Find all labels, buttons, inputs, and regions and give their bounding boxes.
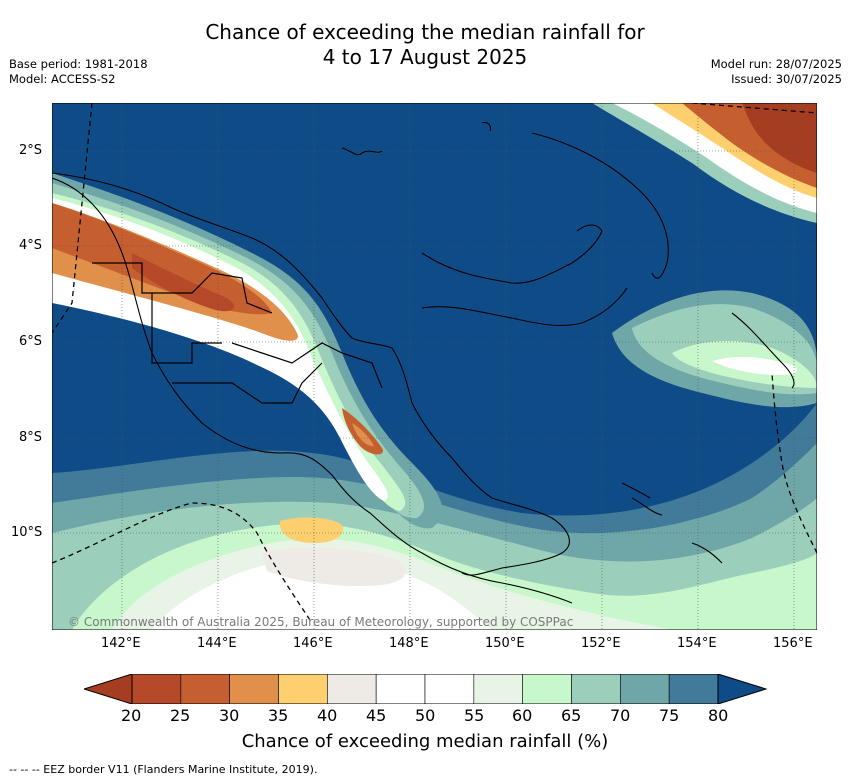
- lat-label-4s: 4°S: [19, 238, 43, 253]
- map-gridlines: [52, 103, 817, 630]
- cb-tick-30: 30: [219, 706, 240, 725]
- band-orange-inner: [352, 423, 374, 447]
- eez-legend: -- -- -- EEZ border V11 (Flanders Marine…: [9, 763, 318, 776]
- cb-tick-45: 45: [366, 706, 387, 725]
- map-title: Chance of exceeding the median rainfall …: [0, 20, 850, 70]
- province-borders: [92, 262, 383, 404]
- cb-tick-70: 70: [610, 706, 631, 725]
- colorbar-cell: [180, 674, 230, 704]
- colorbar-arrow-low: [84, 674, 133, 704]
- cb-tick-20: 20: [121, 706, 142, 725]
- lon-label-152e: 152°E: [581, 636, 621, 651]
- lat-label-6s: 6°S: [19, 334, 43, 349]
- cb-tick-80: 80: [708, 706, 729, 725]
- colorbar-cell: [278, 674, 328, 704]
- contour-45: [262, 547, 406, 587]
- colorbar-cell: [327, 674, 377, 704]
- lat-label-10s: 10°S: [11, 525, 43, 540]
- colorbar: [84, 674, 768, 704]
- colorbar-arrow-high: [717, 674, 768, 704]
- rainfall-map: © Commonwealth of Australia 2025, Bureau…: [52, 103, 817, 630]
- colorbar-cell: [571, 674, 621, 704]
- cb-tick-75: 75: [659, 706, 680, 725]
- colorbar-label: Chance of exceeding median rainfall (%): [241, 731, 609, 752]
- title-line-1: Chance of exceeding the median rainfall …: [205, 20, 645, 44]
- colorbar-frame: [131, 674, 719, 704]
- title-line-2: 4 to 17 August 2025: [322, 45, 528, 69]
- ne-20: [742, 103, 817, 173]
- cb-tick-25: 25: [170, 706, 191, 725]
- model-run: Model run: 28/07/2025: [710, 57, 842, 71]
- lon-label-146e: 146°E: [293, 636, 333, 651]
- band-25: [132, 253, 235, 312]
- base-period: Base period: 1981-2018: [9, 57, 148, 71]
- colorbar-cell: [424, 674, 475, 704]
- contour-50: [152, 557, 492, 630]
- cb-tick-65: 65: [561, 706, 582, 725]
- band-30: [52, 203, 272, 315]
- colorbar-cell: [668, 674, 719, 704]
- lat-label-2s: 2°S: [19, 143, 43, 158]
- coastlines: [52, 121, 795, 604]
- lon-label-144e: 144°E: [197, 636, 237, 651]
- east-50: [712, 356, 798, 375]
- meta-left: Base period: 1981-2018 Model: ACCESS-S2: [9, 57, 148, 87]
- colorbar-cell: [229, 674, 279, 704]
- colorbar-cell: [522, 674, 572, 704]
- cb-tick-60: 60: [512, 706, 533, 725]
- colorbar-cell: [375, 674, 426, 704]
- meta-right: Model run: 28/07/2025 Issued: 30/07/2025: [711, 57, 842, 87]
- lon-label-142e: 142°E: [101, 636, 141, 651]
- colorbar-cells: [131, 674, 719, 704]
- cb-tick-40: 40: [317, 706, 338, 725]
- colorbar-cell: [131, 674, 182, 704]
- colorbar-cell: [620, 674, 670, 704]
- cb-tick-55: 55: [464, 706, 485, 725]
- lon-label-150e: 150°E: [485, 636, 525, 651]
- map-watermark: © Commonwealth of Australia 2025, Bureau…: [68, 615, 573, 629]
- lon-label-154e: 154°E: [677, 636, 717, 651]
- model-name: Model: ACCESS-S2: [9, 72, 116, 86]
- lat-label-8s: 8°S: [19, 430, 43, 445]
- colorbar-cell: [473, 674, 523, 704]
- cb-tick-50: 50: [415, 706, 436, 725]
- issued-date: Issued: 30/07/2025: [731, 72, 842, 86]
- lon-label-148e: 148°E: [389, 636, 429, 651]
- lon-label-156e: 156°E: [773, 636, 813, 651]
- cb-tick-35: 35: [268, 706, 289, 725]
- contour-40: [279, 517, 343, 543]
- eez-border: [52, 103, 817, 624]
